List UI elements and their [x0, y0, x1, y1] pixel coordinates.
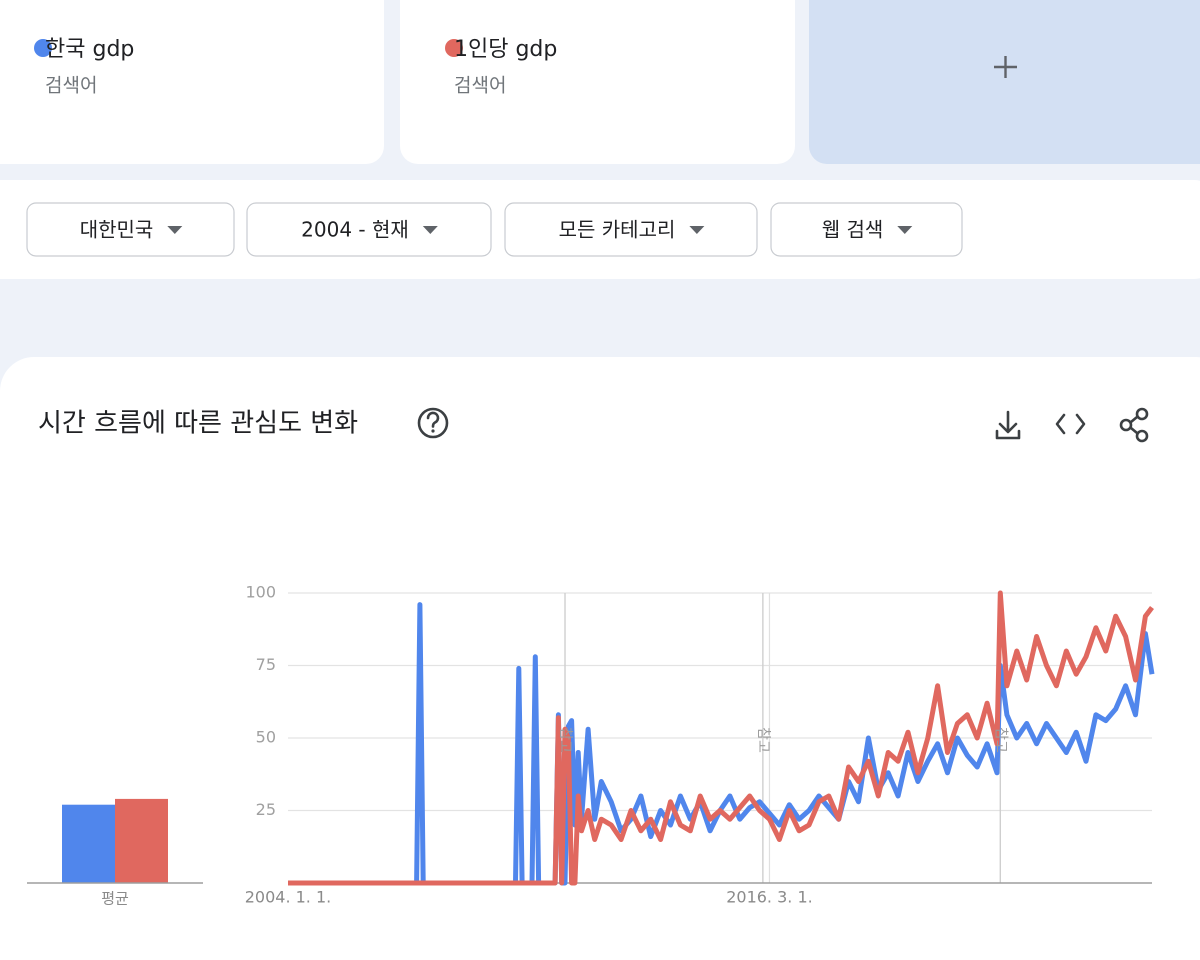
term-card[interactable]: [0, 0, 384, 164]
annotation-label: 참고: [992, 727, 1008, 753]
share-node: [1119, 418, 1133, 432]
series-line: [288, 590, 1154, 886]
term-name: 1인당 gdp: [454, 37, 557, 62]
filter-button[interactable]: [246, 202, 492, 257]
term-card[interactable]: [400, 0, 795, 164]
average-bar: [62, 804, 115, 883]
filters: 대한민국 2004 - 현재 모든 카테고리 웹 검색: [26, 202, 963, 257]
filter-label: 대한민국: [80, 218, 154, 242]
share-node: [1135, 429, 1149, 443]
y-tick-label: 75: [256, 655, 276, 674]
share-icon[interactable]: [1119, 407, 1149, 443]
term-caption: 검색어: [454, 75, 506, 97]
average-label: 평균: [101, 890, 129, 908]
filter-button[interactable]: [26, 202, 235, 257]
help-dot: [431, 429, 435, 433]
help-circle: [417, 407, 449, 439]
y-tick-label: 100: [245, 583, 276, 602]
dropdown-arrow: [897, 226, 913, 234]
filter-button[interactable]: [770, 202, 963, 257]
annotation-label: 참고: [755, 727, 771, 753]
dropdown-arrow: [422, 226, 438, 234]
plus-icon: [994, 56, 1017, 78]
y-tick-label: 50: [256, 728, 276, 747]
embed-icon[interactable]: [1055, 413, 1086, 435]
filter-label: 웹 검색: [822, 218, 884, 242]
series-line: [288, 602, 1155, 886]
filter-label: 모든 카테고리: [559, 218, 676, 242]
term-caption: 검색어: [45, 75, 97, 97]
chart-panel: [0, 357, 1200, 960]
x-tick-label: 2016. 3. 1.: [726, 888, 813, 907]
y-tick-label: 25: [256, 800, 276, 819]
filter-label: 2004 - 현재: [301, 218, 409, 242]
add-term-card[interactable]: [809, 0, 1200, 164]
term-dot: [34, 39, 52, 57]
download-icon[interactable]: [995, 410, 1021, 440]
dropdown-arrow: [689, 226, 705, 234]
term-name: 한국 gdp: [45, 37, 134, 62]
share-node: [1135, 407, 1149, 421]
filter-button[interactable]: [504, 202, 758, 257]
embed-glyph: [1055, 413, 1086, 435]
dropdown-arrow: [167, 226, 183, 234]
chart-title: 시간 흐름에 따른 관심도 변화: [38, 409, 358, 439]
help-icon[interactable]: [417, 407, 449, 439]
help-mark: [426, 411, 440, 428]
average-bar: [115, 798, 168, 883]
x-tick-label: 2004. 1. 1.: [245, 888, 332, 907]
download-glyph: [995, 410, 1021, 440]
term-dot: [445, 39, 463, 57]
share-link: [1129, 415, 1139, 435]
annotation-label: 참고: [557, 727, 573, 753]
